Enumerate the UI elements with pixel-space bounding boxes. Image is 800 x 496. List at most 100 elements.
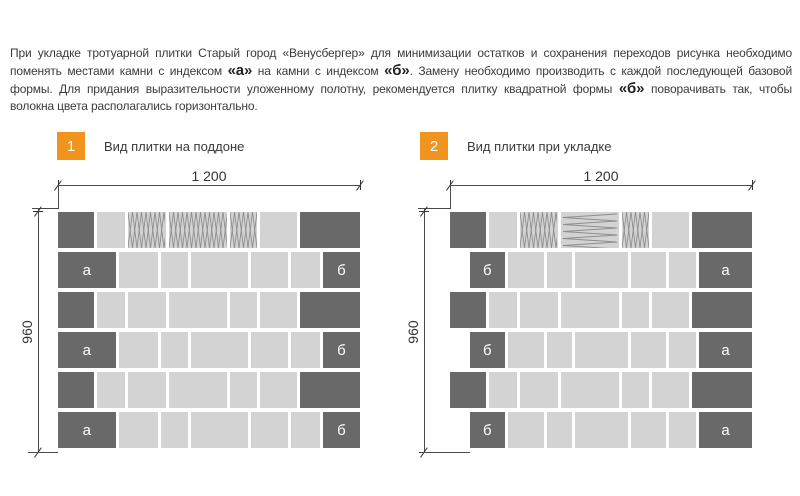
- tile-light: [230, 292, 258, 328]
- tile-dark: [299, 372, 360, 408]
- height-dimension-line: [424, 208, 425, 452]
- tile-light: [190, 412, 248, 448]
- section-header-pallet: 1 Вид плитки на поддоне: [57, 132, 244, 160]
- width-dimension-line: [450, 185, 752, 186]
- width-dimension-label: 1 200: [191, 168, 227, 184]
- step-badge-1: 1: [57, 132, 85, 160]
- tile-light: [652, 372, 689, 408]
- tile-dark: [299, 212, 360, 248]
- tile-light: [128, 372, 166, 408]
- tile-row: [450, 212, 752, 248]
- tile-light: [560, 292, 620, 328]
- tile-light: [560, 372, 620, 408]
- tile-light: [160, 332, 188, 368]
- width-dimension-label: 1 200: [583, 168, 619, 184]
- tile-light: [250, 332, 288, 368]
- section-title-pallet: Вид плитки на поддоне: [104, 138, 245, 154]
- tile-row: [450, 292, 752, 328]
- tile-light: [507, 252, 544, 288]
- tile-light: [631, 252, 666, 288]
- tile-light: [118, 412, 158, 448]
- tile-light: [547, 412, 573, 448]
- intro-text: . Замену необходимо производить с каждой…: [10, 64, 792, 96]
- tile-light: [489, 292, 518, 328]
- intro-text: поворачивать так, чтобы волокна цвета ра…: [10, 82, 792, 113]
- tile-dark: [691, 292, 752, 328]
- tile-light: [631, 412, 666, 448]
- zigzag-hatch-icon: [622, 212, 650, 248]
- tile-light: [118, 332, 158, 368]
- tile-hatched: [128, 212, 166, 248]
- tile-dark: [58, 372, 95, 408]
- tile-row: [450, 372, 752, 408]
- tile-dark-a: а: [699, 332, 752, 368]
- zigzag-hatch-icon: [128, 212, 166, 248]
- tile-light: [547, 332, 573, 368]
- tile-hatched: [520, 212, 558, 248]
- tile-dark-a: а: [58, 252, 116, 288]
- tile-hatched: [168, 212, 228, 248]
- tile-light: [520, 292, 558, 328]
- tile-dark: [691, 212, 752, 248]
- tile-dark-b: б: [470, 332, 505, 368]
- tile-light: [230, 372, 258, 408]
- tile-light: [160, 252, 188, 288]
- tile-light: [622, 292, 650, 328]
- tile-light: [290, 332, 320, 368]
- extension-line: [420, 452, 470, 453]
- tile-light: [575, 412, 629, 448]
- tile-light: [507, 412, 544, 448]
- tile-light: [668, 252, 697, 288]
- tile-dark-b: б: [470, 412, 505, 448]
- tile-dark: [691, 372, 752, 408]
- tile-light: [97, 292, 126, 328]
- tile-light: [250, 412, 288, 448]
- tile-light: [97, 212, 126, 248]
- tile-dark-b: б: [322, 332, 360, 368]
- tile-light: [168, 372, 228, 408]
- tile-light: [260, 292, 297, 328]
- width-dimension-line: [58, 185, 360, 186]
- tile-dark-a: а: [58, 412, 116, 448]
- tile-light: [128, 292, 166, 328]
- tile-row: [58, 292, 360, 328]
- tile-light: [631, 332, 666, 368]
- tile-light: [575, 332, 629, 368]
- tile-light: [668, 412, 697, 448]
- zigzag-hatch-icon: [520, 212, 558, 248]
- tile-dark: [450, 212, 487, 248]
- tile-light: [190, 332, 248, 368]
- section-title-laying: Вид плитки при укладке: [467, 138, 612, 154]
- tile-light: [507, 332, 544, 368]
- tile-dark-a: а: [58, 332, 116, 368]
- extension-line: [418, 208, 450, 209]
- tile-light: [520, 372, 558, 408]
- tile-light: [250, 252, 288, 288]
- intro-text: При укладке тротуарной плитки Старый гор…: [10, 46, 792, 78]
- tile-light: [160, 412, 188, 448]
- tile-light: [290, 412, 320, 448]
- tile-light: [652, 212, 689, 248]
- tile-light: [622, 372, 650, 408]
- extension-line: [28, 452, 58, 453]
- tile-light: [290, 252, 320, 288]
- tile-dark: [299, 292, 360, 328]
- tile-row: [58, 212, 360, 248]
- tile-dark: [58, 212, 95, 248]
- extension-line: [58, 185, 59, 209]
- tile-light: [118, 252, 158, 288]
- intro-text: на камни с индексом: [252, 64, 385, 78]
- intro-paragraph: При укладке тротуарной плитки Старый гор…: [10, 45, 792, 115]
- tile-light: [260, 372, 297, 408]
- step-badge-2: 2: [420, 132, 448, 160]
- tile-dark-a: а: [699, 252, 752, 288]
- extension-line: [450, 185, 451, 209]
- tile-light: [489, 212, 518, 248]
